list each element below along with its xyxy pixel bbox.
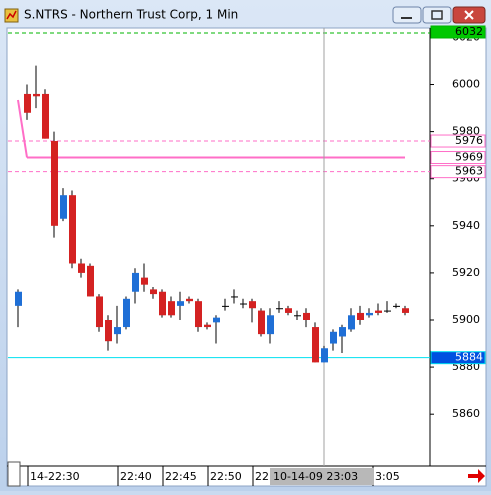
candle-body (312, 327, 319, 363)
candle-body (51, 141, 58, 226)
price-label: 5963 (455, 165, 483, 178)
x-tick-label: 22:40 (120, 470, 152, 483)
y-tick-label: 5860 (452, 407, 480, 420)
candle-body (96, 296, 103, 328)
candle-body (213, 317, 220, 323)
price-label-box (430, 25, 486, 39)
candle-body (285, 308, 292, 313)
price-label: 5969 (455, 151, 483, 164)
maximize-icon (431, 10, 443, 20)
candle-body (177, 301, 184, 306)
candle-body (33, 93, 40, 97)
candle-body (384, 310, 391, 312)
candle-body (195, 301, 202, 328)
candle-body (24, 93, 31, 113)
candle-body (321, 348, 328, 363)
candle-body (105, 320, 112, 342)
candle-body (366, 312, 373, 316)
candle-body (357, 312, 364, 320)
candle-body (375, 310, 382, 313)
candle-body (267, 315, 274, 335)
minimize-button[interactable] (392, 6, 422, 24)
candle-body (339, 327, 346, 337)
y-tick-label: 6000 (452, 78, 480, 91)
corner-box (7, 461, 21, 487)
candle-body (114, 327, 121, 335)
candle-body (60, 195, 67, 219)
price-label-box (430, 165, 486, 179)
candle-body (141, 277, 148, 285)
candle-body (276, 308, 283, 310)
candle-body (15, 291, 22, 306)
price-label-box (430, 351, 486, 365)
candle-body (330, 331, 337, 344)
close-icon (464, 10, 474, 20)
price-label: 5884 (455, 351, 483, 364)
candle-body (87, 265, 94, 297)
candle-body (168, 301, 175, 316)
crosshair-label: 10-14-09 23:03 (273, 470, 358, 483)
x-tick-label: 3:05 (375, 470, 400, 483)
window-title: S.NTRS - Northern Trust Corp, 1 Min (24, 8, 238, 22)
candle-body (150, 289, 157, 295)
y-tick-label: 5900 (452, 313, 480, 326)
price-label: 6032 (455, 25, 483, 38)
x-tick-label: 22:50 (210, 470, 242, 483)
y-tick-label: 5920 (452, 266, 480, 279)
candle-body (42, 93, 49, 139)
minimize-icon (401, 17, 412, 19)
chart-panel (6, 27, 487, 487)
candle-body (159, 291, 166, 316)
y-tick-label: 5980 (452, 125, 480, 138)
indicator-curve (17, 99, 28, 158)
crosshair-label-box (270, 468, 374, 485)
app-icon-graph (6, 10, 17, 20)
candle-body (123, 298, 130, 328)
candle-body (258, 310, 265, 335)
candle-body (222, 305, 229, 307)
price-label-box (430, 134, 486, 148)
candle-body (78, 263, 85, 273)
candle-body (231, 296, 238, 298)
candle-body (249, 301, 256, 309)
x-tick-label: 22:45 (165, 470, 197, 483)
candle-body (240, 303, 247, 305)
maximize-button[interactable] (422, 6, 452, 24)
candle-body (204, 324, 211, 328)
candle-body (402, 308, 409, 313)
candle-body (132, 272, 139, 292)
x-tick-label: 14-22:30 (30, 470, 80, 483)
y-tick-label: 5940 (452, 219, 480, 232)
candle-body (294, 315, 301, 317)
candle-body (348, 315, 355, 330)
candle-body (186, 298, 193, 302)
candle-body (393, 305, 400, 307)
candle-body (303, 312, 310, 320)
scroll-arrow[interactable] (468, 469, 485, 483)
price-label: 5976 (455, 134, 483, 147)
price-label-box (430, 151, 486, 165)
candle-body (69, 195, 76, 264)
